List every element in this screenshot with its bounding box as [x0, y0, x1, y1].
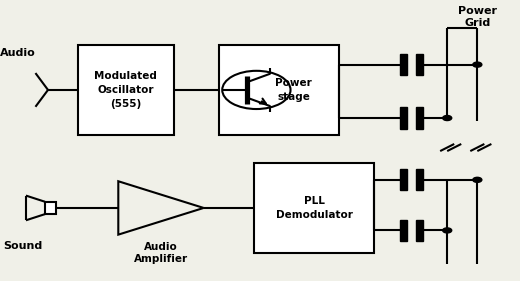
Bar — [416, 54, 423, 75]
Circle shape — [473, 62, 482, 67]
Text: Modulated
Oscillator
(555): Modulated Oscillator (555) — [95, 71, 157, 109]
Bar — [400, 169, 407, 191]
Text: Power
stage: Power stage — [275, 78, 312, 102]
Bar — [78, 45, 174, 135]
Text: Power
Grid: Power Grid — [458, 6, 497, 28]
Bar — [416, 220, 423, 241]
Bar — [400, 108, 407, 129]
Bar — [254, 163, 374, 253]
Bar — [219, 45, 339, 135]
Bar — [416, 108, 423, 129]
Bar — [400, 54, 407, 75]
Bar — [45, 202, 56, 214]
Text: Sound: Sound — [3, 241, 43, 251]
Circle shape — [443, 115, 452, 121]
Text: Audio
Amplifier: Audio Amplifier — [134, 242, 188, 264]
Text: PLL
Demodulator: PLL Demodulator — [276, 196, 353, 220]
Bar — [400, 220, 407, 241]
Text: Audio: Audio — [0, 48, 36, 58]
Circle shape — [473, 177, 482, 182]
Bar — [416, 169, 423, 191]
Circle shape — [443, 228, 452, 233]
